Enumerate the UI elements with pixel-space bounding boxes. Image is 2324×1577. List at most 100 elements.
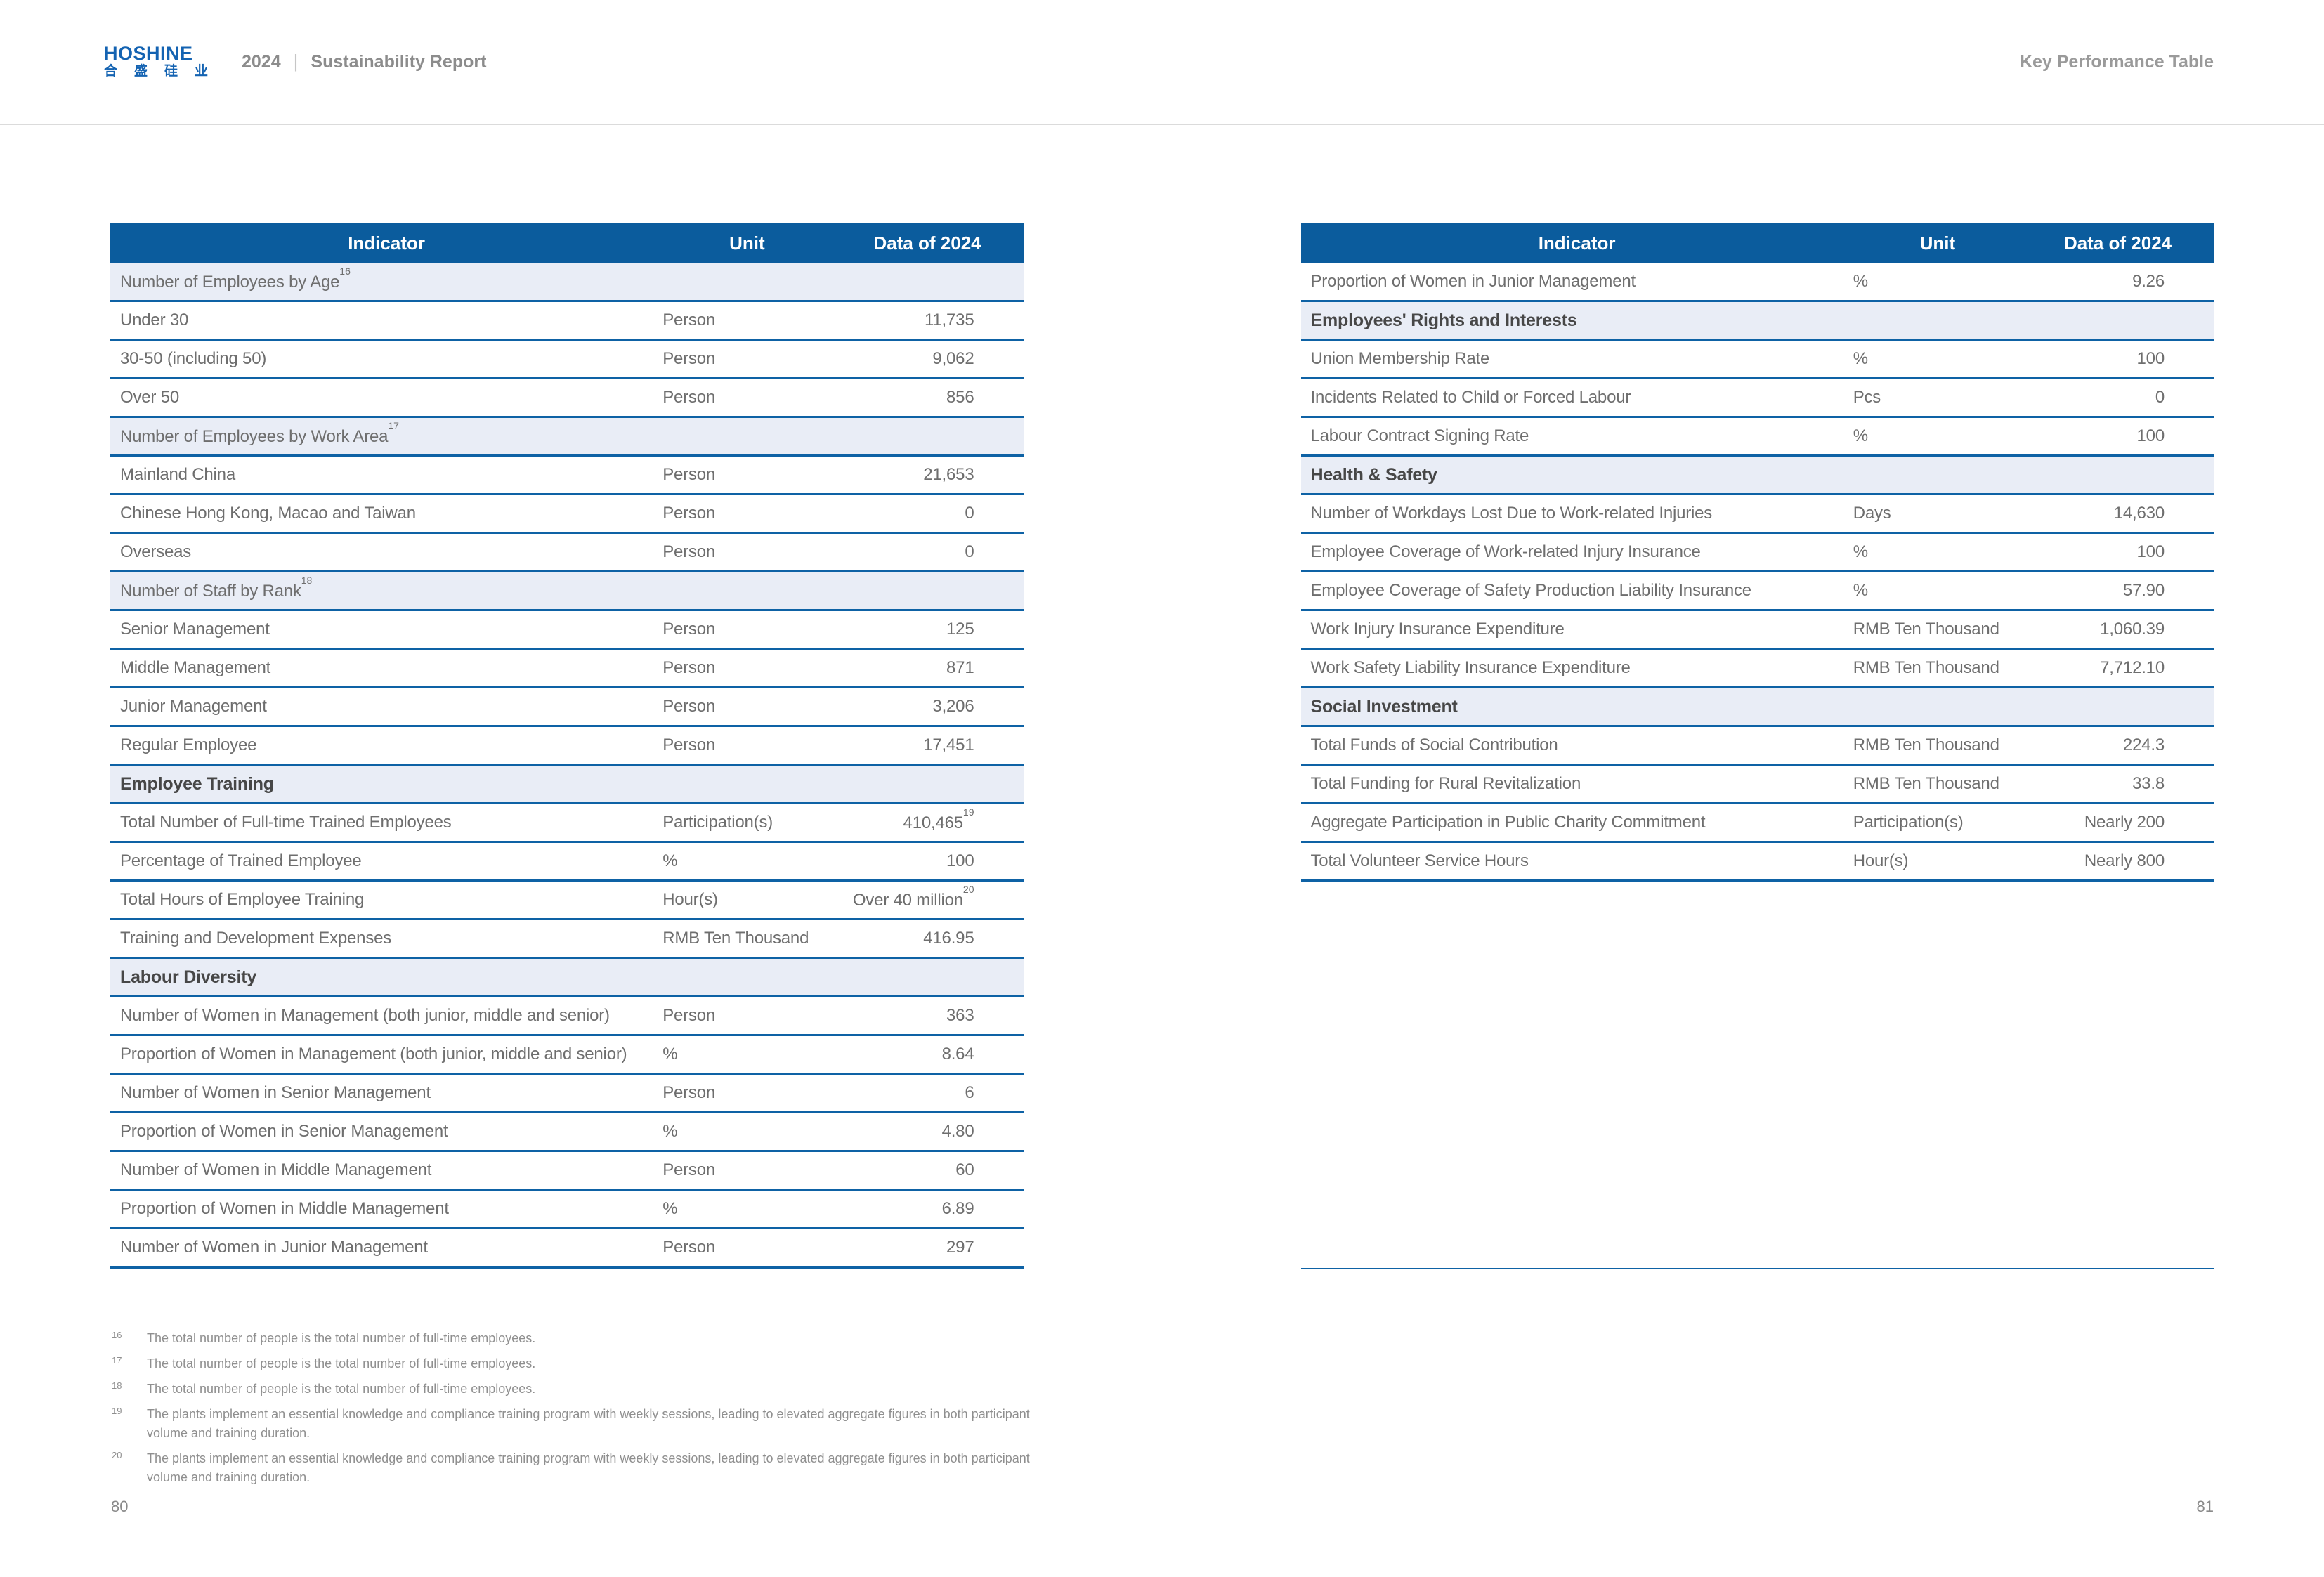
section-title-text: Social Investment [1310, 696, 1458, 716]
value-text: 21,653 [923, 465, 974, 484]
value-text: 0 [965, 542, 974, 561]
section-title: Number of Staff by Rank18 [110, 575, 1024, 601]
unit-cell: % [662, 1045, 678, 1064]
value-text: 416.95 [923, 929, 974, 948]
indicator-cell: Number of Women in Senior Management [120, 1083, 431, 1102]
value-cell: 0 [832, 542, 1024, 562]
table-row: Junior Management Person 3,206 [110, 688, 1024, 727]
value-cell: 125 [832, 620, 1024, 639]
indicator-cell: Union Membership Rate [1310, 349, 1490, 368]
table-row: Proportion of Women in Middle Management… [110, 1191, 1024, 1229]
indicator-cell: Employee Coverage of Work-related Injury… [1310, 542, 1701, 561]
unit-cell: Hour(s) [662, 890, 718, 909]
value-text: 11,735 [925, 310, 974, 329]
value-cell: 416.95 [832, 929, 1024, 948]
logo-cjk-char: 盛 [133, 63, 148, 79]
value-cell: 3,206 [832, 697, 1024, 716]
value-text: 125 [946, 620, 974, 639]
value-cell: 57.90 [2022, 581, 2214, 601]
value-cell: Over 40 million20 [832, 884, 1024, 910]
section-title-text: Labour Diversity [120, 967, 257, 987]
unit-cell: Pcs [1853, 388, 1881, 407]
unit-cell: Person [662, 697, 716, 716]
indicator-cell: Proportion of Women in Management (both … [120, 1045, 627, 1064]
table-row: Work Injury Insurance Expenditure RMB Ten… [1300, 611, 2214, 650]
footnote: 18 The total number of people is the tota… [110, 1380, 1178, 1399]
indicator-cell: Proportion of Women in Middle Management [120, 1199, 449, 1218]
indicator-cell: Employee Coverage of Safety Production L… [1310, 581, 1752, 600]
footnote-text: The plants implement an essential knowle… [147, 1407, 1030, 1421]
footnote-marker: 17 [112, 1355, 122, 1366]
section-title: Employee Training [110, 774, 1024, 794]
unit-cell: Person [662, 658, 716, 677]
table-row: Middle Management Person 871 [110, 650, 1024, 688]
section-title: Employees' Rights and Interests [1301, 310, 2214, 331]
footnote: 17 The total number of people is the tota… [110, 1354, 1178, 1373]
value-text: 871 [946, 658, 974, 677]
value-cell: 6.89 [832, 1199, 1024, 1219]
report-meta: 2024 | Sustainability Report [242, 51, 486, 73]
table-row: Work Safety Liability Insurance Expendit… [1300, 650, 2214, 688]
indicator-cell: 30-50 (including 50) [120, 349, 267, 368]
value-text: 100 [2136, 542, 2165, 561]
indicator-cell: Number of Women in Junior Management [120, 1238, 428, 1257]
logo-cjk-char: 业 [194, 63, 208, 79]
unit-cell: % [1853, 542, 1868, 561]
table-row: Number of Women in Middle Management Pers… [110, 1152, 1024, 1191]
value-text: 100 [2136, 349, 2165, 368]
value-cell: 21,653 [832, 465, 1024, 485]
unit-cell: Person [662, 388, 716, 407]
page-number-left: 80 [111, 1498, 129, 1515]
value-text: 9.26 [2132, 272, 2165, 291]
section-row: Employee Training [110, 766, 1024, 804]
unit-cell: RMB Ten Thousand [1853, 658, 1999, 677]
table-row: Employee Coverage of Safety Production L… [1300, 572, 2214, 611]
value-cell: Nearly 800 [2022, 851, 2214, 871]
footnote-marker: 18 [112, 1380, 122, 1391]
table-row: Overseas Person 0 [110, 534, 1024, 572]
indicator-cell: Mainland China [120, 465, 235, 484]
value-text: 60 [955, 1160, 974, 1179]
superscript-footnote-ref: 18 [301, 574, 313, 586]
unit-cell: RMB Ten Thousand [1853, 774, 1999, 793]
footnote-marker: 16 [112, 1330, 122, 1340]
table-row: Union Membership Rate% 100 [1300, 341, 2214, 379]
indicator-cell: Total Volunteer Service Hours [1310, 851, 1529, 870]
unit-cell: RMB Ten Thousand [1853, 620, 1999, 639]
column-header-indicator: Indicator [1538, 233, 1616, 254]
value-cell: 224.3 [2022, 735, 2214, 755]
header-separator: | [293, 50, 299, 72]
value-text: 4.80 [941, 1122, 974, 1141]
value-text: 14,630 [2113, 504, 2165, 523]
logo-wordmark: HOSHINE [104, 43, 193, 65]
column-header-unit: Unit [729, 233, 765, 254]
indicator-cell: Number of Workdays Lost Due to Work-rela… [1310, 504, 1713, 523]
indicator-cell: Percentage of Trained Employee [120, 851, 362, 870]
unit-cell: Days [1853, 504, 1891, 523]
footnote-text: volume and training duration. [147, 1426, 311, 1440]
footnote: 20 The plants implement an essential know… [110, 1449, 1178, 1487]
section-title-text: Number of Staff by Rank [120, 581, 301, 601]
logo-cjk-text: 合盛硅业 [104, 64, 208, 80]
unit-cell: % [1853, 426, 1868, 445]
table-row: Total Funding for Rural Revitalization RM… [1300, 766, 2214, 804]
unit-cell: % [1853, 272, 1868, 291]
section-row: Labour Diversity [110, 959, 1024, 997]
indicator-cell: Chinese Hong Kong, Macao and Taiwan [120, 504, 416, 523]
superscript-footnote-ref: 19 [962, 806, 974, 818]
indicator-cell: Work Injury Insurance Expenditure [1310, 620, 1565, 639]
table-row: Number of Workdays Lost Due to Work-rela… [1300, 495, 2214, 534]
value-cell: 8.64 [832, 1045, 1024, 1064]
indicator-cell: Proportion of Women in Junior Management [1310, 272, 1636, 291]
section-title: Social Investment [1301, 697, 2214, 717]
table-row: Over 50 Person 856 [110, 379, 1024, 418]
indicator-cell: Aggregate Participation in Public Charit… [1310, 813, 1706, 832]
table-row: Training and Development Expenses RMB Ten… [110, 920, 1024, 959]
indicator-cell: Regular Employee [120, 735, 257, 754]
table-row: Number of Women in Management (both juni… [110, 997, 1024, 1036]
value-text: 363 [946, 1006, 974, 1025]
table-row: Mainland China Person 21,653 [110, 457, 1024, 495]
section-row: Number of Employees by Work Area17 [110, 418, 1024, 457]
indicator-cell: Over 50 [120, 388, 179, 407]
